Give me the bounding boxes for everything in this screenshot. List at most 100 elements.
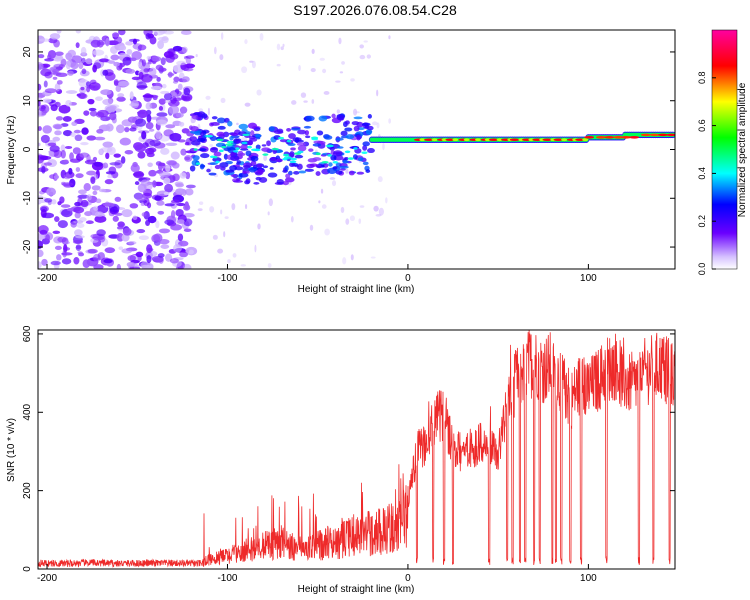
spectrogram-cell [180, 78, 188, 83]
spectrogram-cell [276, 178, 284, 185]
spectrogram-cell [219, 54, 224, 61]
spectrogram-cell [237, 150, 244, 156]
spectrogram-cell [312, 143, 322, 147]
spectrogram-cell [113, 80, 119, 86]
spectrogram-cell [87, 248, 98, 254]
spectrogram-cell [321, 160, 329, 164]
spectrogram-cell [267, 211, 270, 216]
chart-title: S197.2026.076.08.54.C28 [293, 2, 457, 18]
spectrogram-cell [38, 100, 41, 107]
spectrogram-cell [38, 249, 44, 258]
spectrogram-cell [127, 241, 137, 245]
spectrogram-cell [74, 134, 83, 142]
spectrogram-cell [197, 208, 203, 212]
spectrogram-cell [286, 139, 292, 143]
spectrogram-cell [294, 154, 304, 159]
spectrogram-cell [344, 150, 351, 154]
spectrogram-cell [227, 259, 231, 264]
spectrogram-cell [132, 172, 144, 177]
spectrogram-cell [73, 129, 81, 134]
spectrogram-cell [542, 138, 553, 141]
spectrogram-cell [353, 108, 358, 116]
spectrogram-cell [209, 144, 214, 147]
spectrogram-cell [129, 103, 139, 107]
spectrogram-cell [114, 196, 122, 202]
spectrogram-cell [291, 100, 297, 105]
spectrogram-cell [158, 30, 168, 34]
spectrogram-cell [293, 170, 300, 175]
spectrogram-cell [145, 147, 155, 155]
spectrogram-cell [195, 54, 198, 58]
spectrogram-cell [71, 121, 78, 127]
spectrogram-cell [137, 109, 148, 119]
spectrogram-cell [216, 138, 224, 142]
spectrogram-cell [132, 215, 138, 220]
spectrogram-cell [582, 138, 589, 142]
spectrogram-cell [230, 132, 239, 136]
spectrogram-cell [296, 163, 303, 170]
spectrogram-cell [38, 110, 42, 118]
spectrogram-cell [73, 220, 84, 224]
spectrogram-cell [65, 52, 73, 61]
spectrogram-cell [141, 130, 147, 140]
spectrogram-cell [124, 127, 130, 133]
spectrogram-cell [284, 156, 292, 159]
spectrogram-cell [107, 60, 115, 64]
spectrogram-cell [132, 38, 137, 45]
spectrogram-cell [344, 127, 353, 132]
spectrogram-cell [87, 98, 95, 105]
spectrogram-cell [55, 116, 64, 121]
spectrogram-cell [366, 125, 374, 131]
spectrogram-cell [149, 139, 161, 147]
spectrogram-cell [52, 230, 61, 235]
spectrogram-cell [102, 141, 114, 148]
spectrogram-cell [147, 162, 153, 168]
spectrogram-cell [621, 136, 632, 139]
spectrogram-cell [89, 110, 98, 117]
spectrogram-cell [114, 212, 123, 216]
spectrogram-cell [147, 215, 157, 224]
spectrogram-cell [159, 171, 171, 178]
spectrogram-cell [114, 36, 123, 44]
spectrogram-cell [561, 138, 568, 142]
spectrogram-cell [375, 214, 382, 217]
spectrogram-cell [296, 142, 306, 147]
spectrogram-cell [319, 57, 325, 61]
spectrogram-cell [209, 162, 218, 165]
spectrogram-cell [151, 56, 162, 62]
spectrogram-cell [189, 136, 198, 142]
spectrogram-cell [183, 67, 194, 72]
spectrogram-cell [329, 177, 336, 180]
spectrogram-cell [140, 179, 151, 187]
spectrogram-cell [348, 170, 355, 176]
spectrogram-cell [178, 121, 185, 127]
spectrogram-cell [362, 145, 368, 151]
spectrogram-cell [118, 246, 124, 251]
spectrogram-cell [176, 219, 185, 225]
spectrogram-cell [122, 227, 132, 236]
spectrogram-cell [59, 196, 65, 204]
spectrogram-cell [125, 68, 136, 74]
spectrogram-cell [329, 146, 335, 151]
spectrogram-cell [75, 167, 81, 173]
spectrogram-cell [61, 258, 72, 265]
spectrogram-cell [110, 46, 118, 54]
spectrogram-cell [263, 155, 268, 162]
spectrogram-cell [40, 206, 48, 213]
snr-y-tick-label: 200 [22, 482, 33, 499]
spectrogram-cell [52, 136, 61, 142]
spectrogram-cell [200, 131, 205, 136]
spectrogram-cell [72, 147, 81, 155]
spectrogram-cell [95, 198, 102, 204]
spectrogram-xlabel: Height of straight line (km) [298, 284, 415, 295]
spectrogram-cell [53, 174, 60, 180]
spectrogram-cell [121, 248, 133, 254]
snr-x-tick-label: -200 [37, 573, 57, 584]
spectrogram-cell [205, 95, 211, 100]
spectrogram-cell [236, 160, 241, 164]
spectrogram-cell [344, 120, 350, 125]
spectrogram-cell [278, 136, 285, 140]
spectrogram-cell [147, 202, 152, 209]
spectrogram-cell [65, 90, 78, 94]
